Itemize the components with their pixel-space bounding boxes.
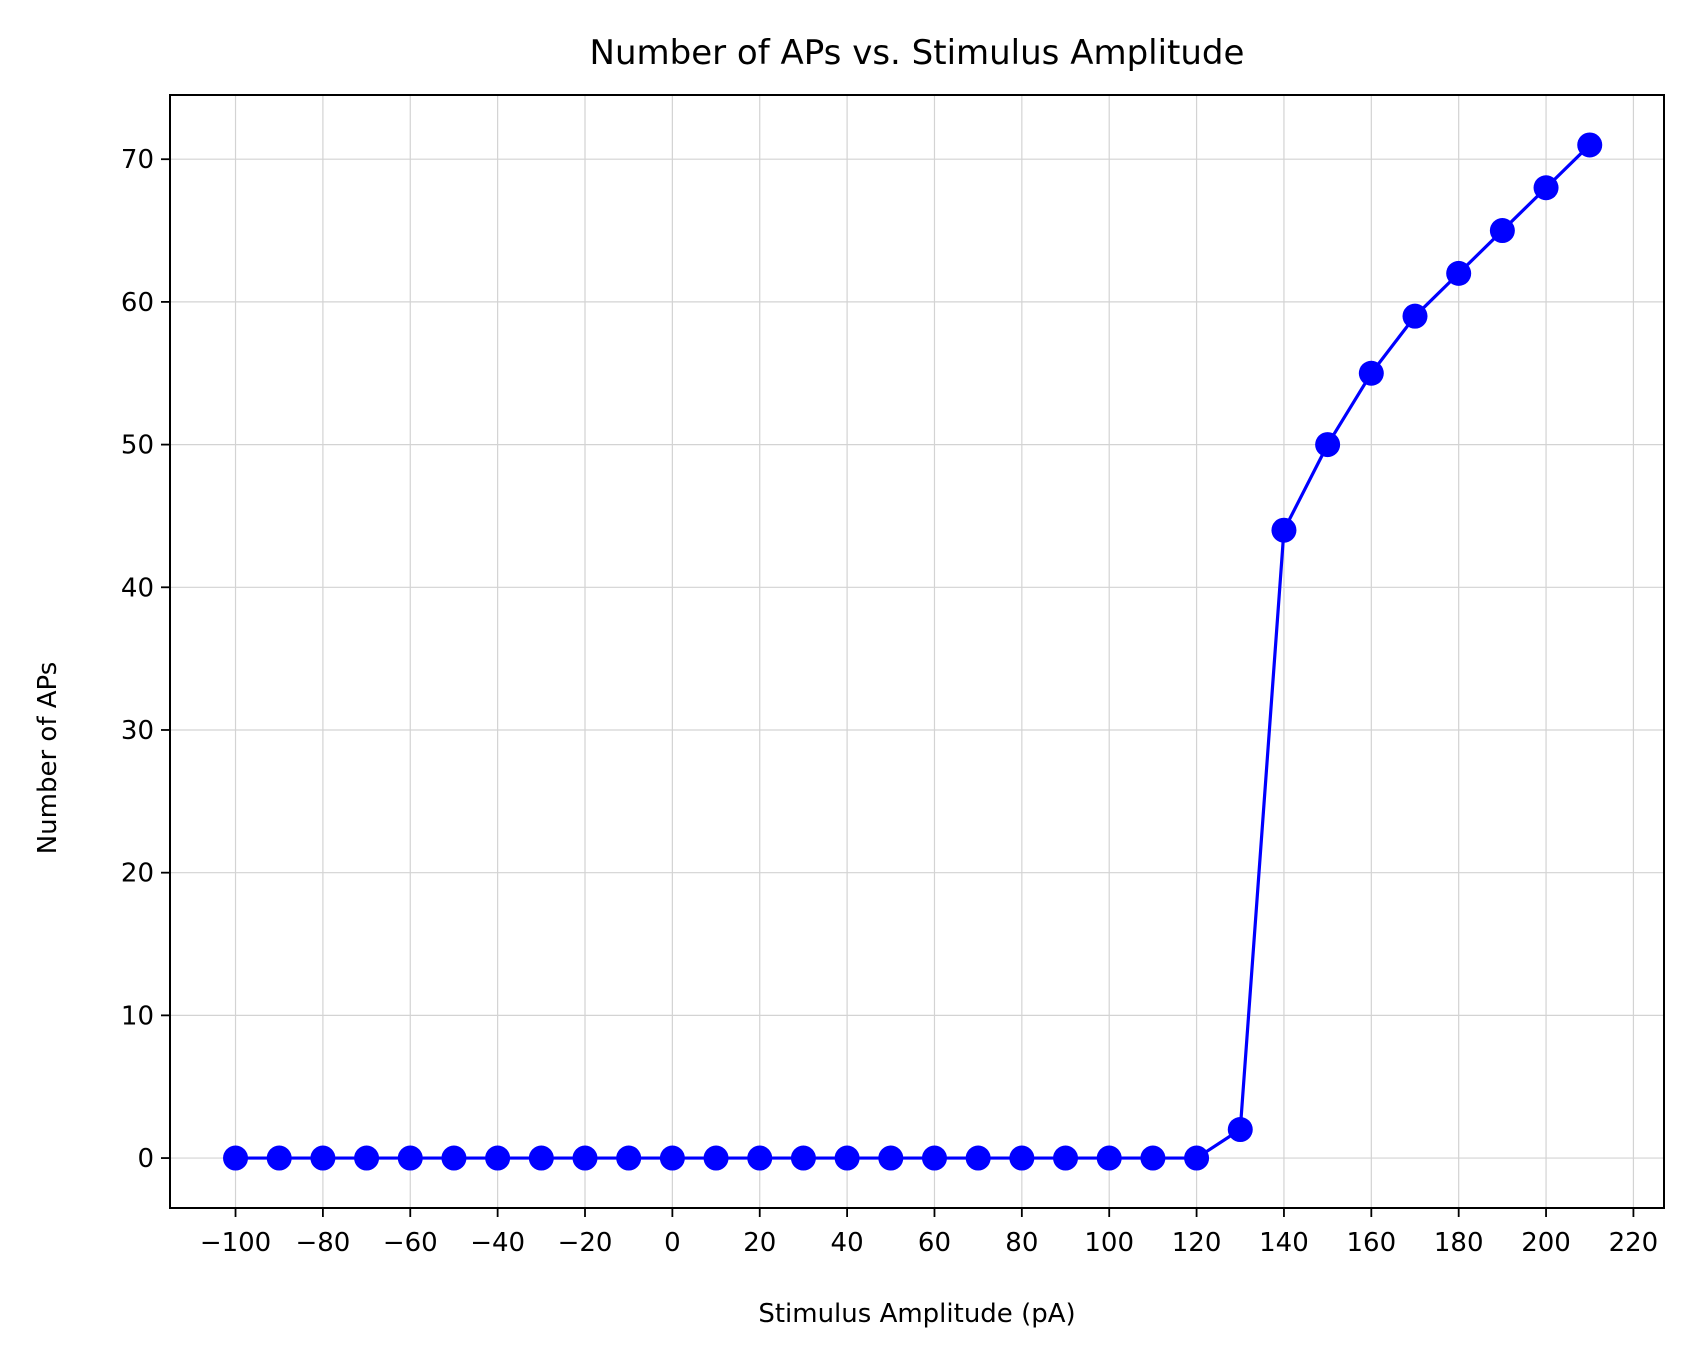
data-point xyxy=(1533,175,1559,201)
data-point xyxy=(1096,1145,1122,1171)
grid xyxy=(170,95,1664,1208)
x-tick-label: 20 xyxy=(743,1228,776,1258)
data-point xyxy=(1402,303,1428,329)
data-point xyxy=(1446,260,1472,286)
x-tick-label: −100 xyxy=(200,1228,271,1258)
x-tick-label: −60 xyxy=(383,1228,438,1258)
data-point xyxy=(572,1145,598,1171)
x-tick-label: 160 xyxy=(1346,1228,1396,1258)
data-point xyxy=(310,1145,336,1171)
x-tick-label: −20 xyxy=(558,1228,613,1258)
x-tick-label: −40 xyxy=(470,1228,525,1258)
series-layer xyxy=(223,132,1603,1171)
x-tick-label: 0 xyxy=(664,1228,681,1258)
data-point xyxy=(1009,1145,1035,1171)
data-point xyxy=(1140,1145,1166,1171)
y-tick-label: 50 xyxy=(121,431,154,461)
data-point xyxy=(1184,1145,1210,1171)
chart-title: Number of APs vs. Stimulus Amplitude xyxy=(590,33,1245,73)
data-point xyxy=(878,1145,904,1171)
x-tick-label: −80 xyxy=(295,1228,350,1258)
data-point xyxy=(747,1145,773,1171)
data-point xyxy=(1315,432,1341,458)
y-tick-label: 60 xyxy=(121,288,154,318)
y-tick-label: 10 xyxy=(121,1001,154,1031)
x-tick-label: 120 xyxy=(1172,1228,1222,1258)
data-point xyxy=(528,1145,554,1171)
y-tick-label: 20 xyxy=(121,859,154,889)
data-point xyxy=(703,1145,729,1171)
data-point xyxy=(397,1145,423,1171)
data-point xyxy=(1053,1145,1079,1171)
data-point xyxy=(1271,517,1297,543)
plot-frame xyxy=(169,94,1665,1209)
data-point xyxy=(1489,218,1515,244)
data-point xyxy=(354,1145,380,1171)
x-tick-label: 140 xyxy=(1259,1228,1309,1258)
y-tick-label: 40 xyxy=(121,573,154,603)
data-point xyxy=(1227,1117,1253,1143)
x-tick-label: 60 xyxy=(918,1228,951,1258)
data-point xyxy=(1358,360,1384,386)
x-tick-label: 200 xyxy=(1521,1228,1571,1258)
data-point xyxy=(790,1145,816,1171)
x-tick-label: 220 xyxy=(1609,1228,1659,1258)
data-point xyxy=(485,1145,511,1171)
x-tick-label: 100 xyxy=(1084,1228,1134,1258)
ticks: −100 −80 −60 −40 −20 0 20 40 60 80 100 120 140 160 180… xyxy=(121,145,1658,1258)
data-point xyxy=(965,1145,991,1171)
data-point xyxy=(441,1145,467,1171)
data-point xyxy=(834,1145,860,1171)
data-point xyxy=(266,1145,292,1171)
data-point xyxy=(616,1145,642,1171)
data-point xyxy=(659,1145,685,1171)
x-tick-label: 180 xyxy=(1434,1228,1484,1258)
y-tick-label: 30 xyxy=(121,716,154,746)
data-point xyxy=(223,1145,249,1171)
data-point xyxy=(921,1145,947,1171)
data-point xyxy=(1577,132,1603,158)
y-axis-title: Number of APs xyxy=(33,662,63,855)
x-axis-title: Stimulus Amplitude (pA) xyxy=(758,1299,1075,1329)
x-tick-label: 80 xyxy=(1005,1228,1038,1258)
x-tick-label: 40 xyxy=(831,1228,864,1258)
y-tick-label: 70 xyxy=(121,145,154,175)
y-tick-label: 0 xyxy=(137,1144,154,1174)
